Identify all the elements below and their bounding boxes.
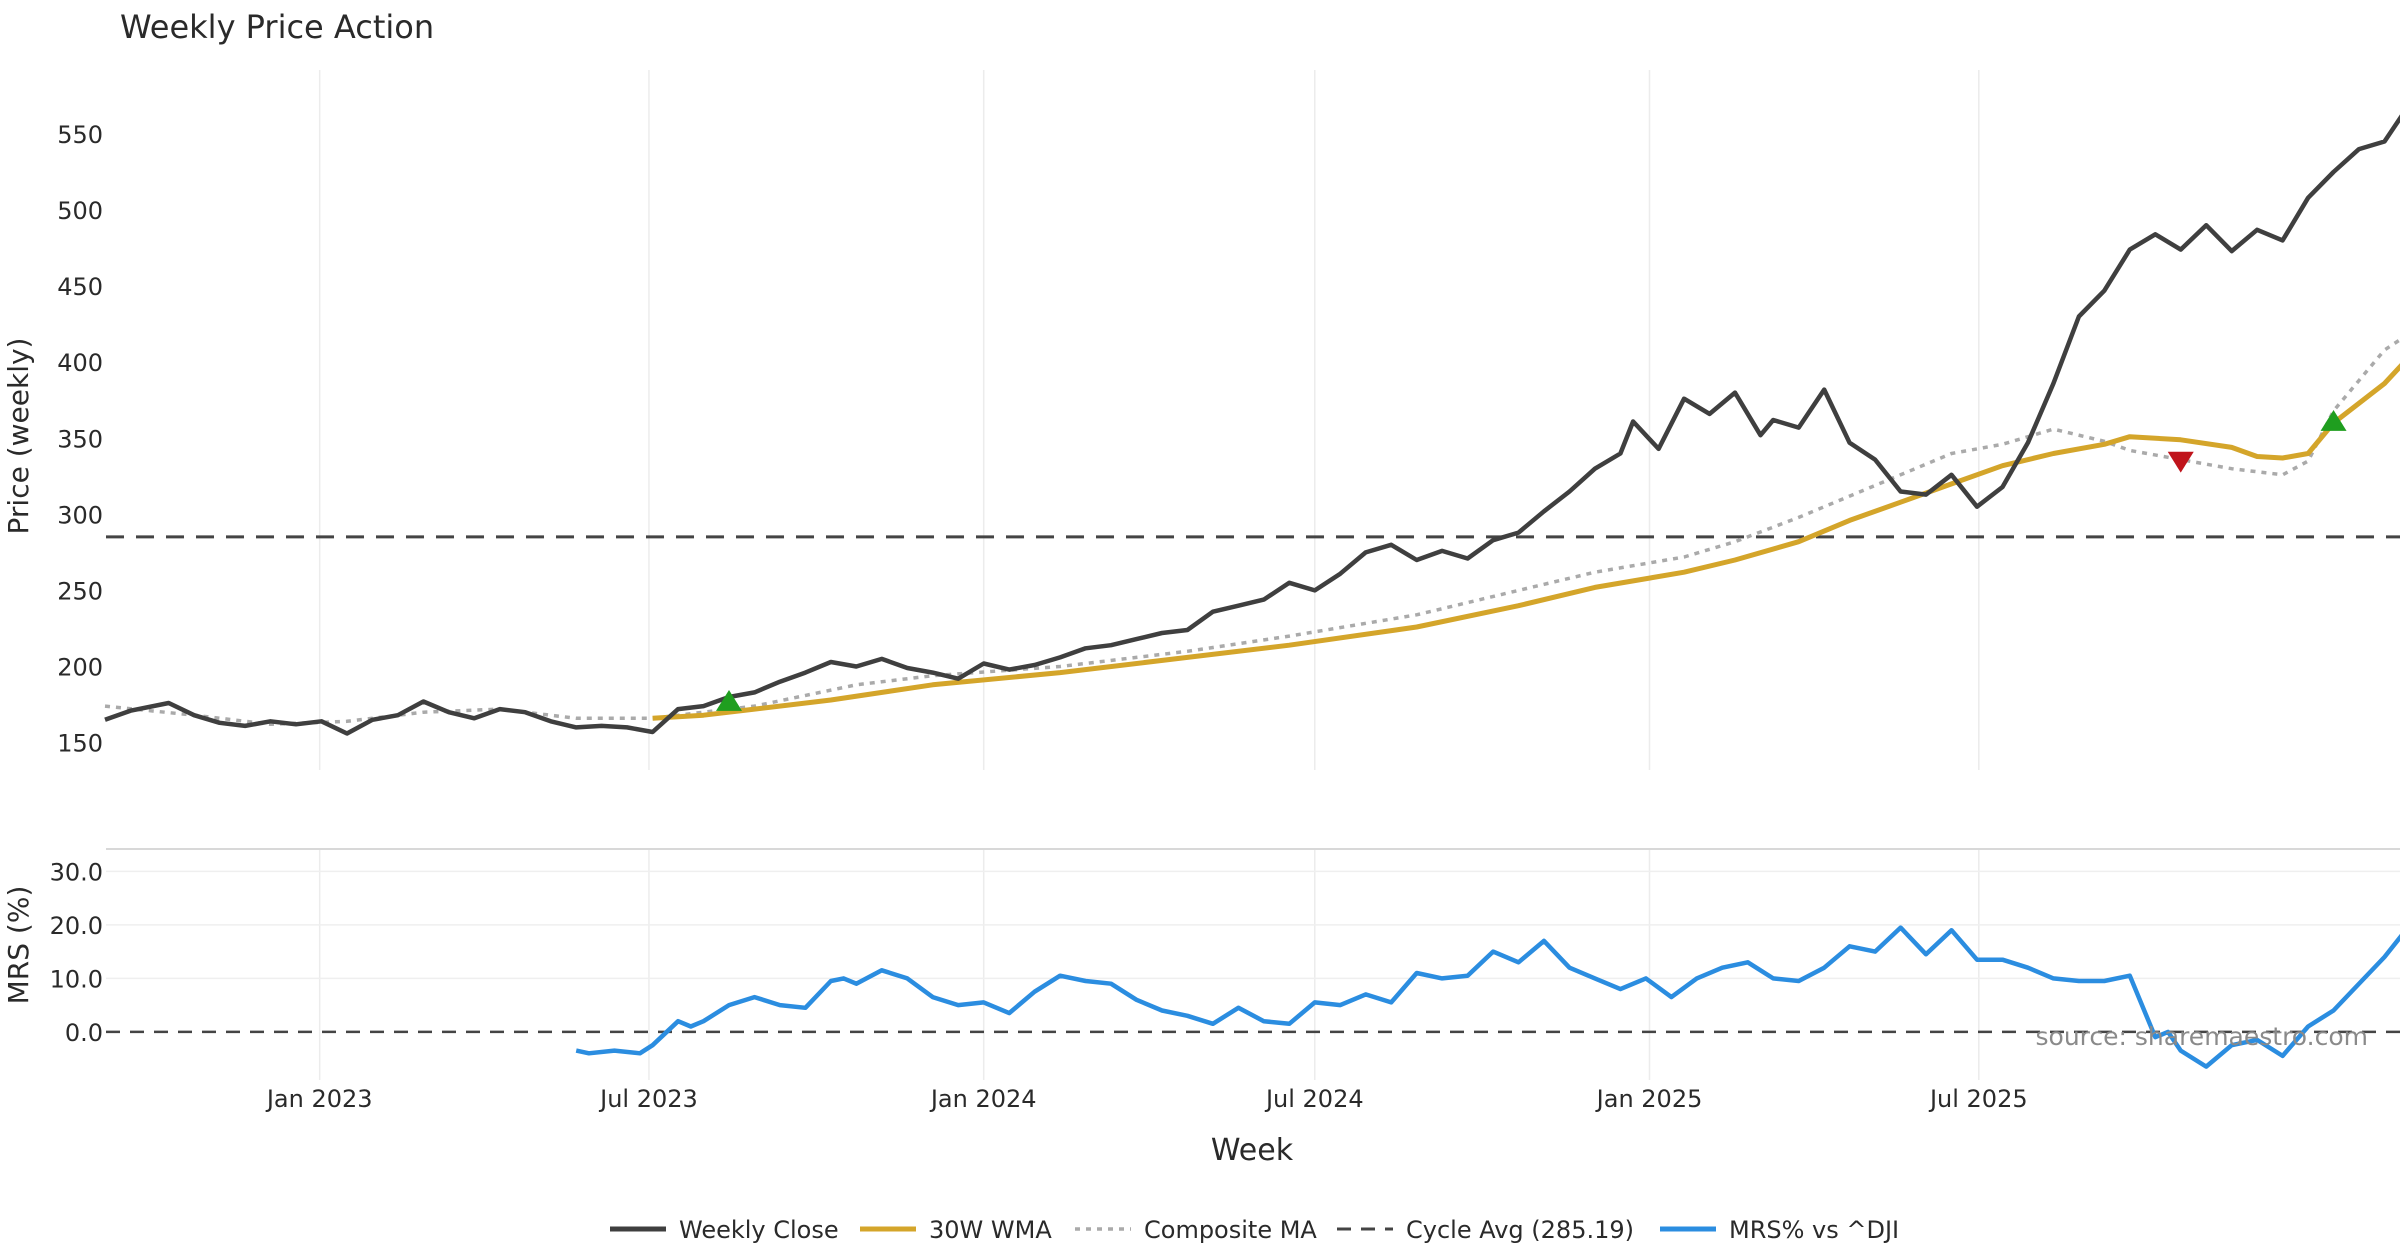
price-y-tick-label: 450 [57,273,103,301]
mrs-y-tick-label: 20.0 [50,912,103,940]
price-y-tick-label: 550 [57,121,103,149]
mrs-series [575,925,2400,1069]
mrs-line [575,925,2400,1069]
legend-label: MRS% vs ^DJI [1729,1216,1899,1244]
sell-signal-marker [2167,451,2194,473]
mrs-y-axis-label: MRS (%) [2,886,35,1005]
price-y-tick-label: 400 [57,349,103,377]
price-panel: 150 200 250 300 350 400 450 500 550 Price (weekl… [2,70,2400,770]
chart-title: Weekly Price Action [120,8,434,46]
price-y-tick-label: 200 [57,654,103,682]
price-y-axis-label: Price (weekly) [2,338,35,535]
mrs-gridlines [106,850,2400,1080]
legend: Weekly Close 30W WMA Composite MA Cycle Avg… [610,1216,1899,1244]
source-note: source: sharemaestro.com [2036,1022,2369,1051]
price-y-tick-label: 350 [57,425,103,453]
x-tick-label: Jul 2025 [1928,1085,2028,1113]
buy-signal-marker [715,690,742,711]
price-y-tick-label: 300 [57,501,103,529]
price-gridlines [318,70,1980,770]
price-y-axis: 150 200 250 300 350 400 450 500 550 [57,121,103,758]
mrs-y-tick-label: 10.0 [50,965,103,993]
legend-label: Composite MA [1144,1216,1317,1244]
x-tick-label: Jul 2024 [1264,1085,1364,1113]
x-tick-label: Jan 2024 [929,1085,1037,1113]
mrs-panel: 0.0 10.0 20.0 30.0 MRS (%) source: sharemae… [2,848,2400,1080]
buy-signal-marker [2320,410,2347,431]
composite-ma-line [104,337,2400,727]
x-axis: Jan 2023 Jul 2023 Jan 2024 Jul 2024 Jan 2025… [265,1085,2028,1113]
mrs-y-tick-label: 30.0 [50,858,103,886]
legend-label: Weekly Close [679,1216,839,1244]
mrs-y-axis: 0.0 10.0 20.0 30.0 [50,858,103,1046]
price-y-tick-label: 250 [57,577,103,605]
price-y-tick-label: 500 [57,197,103,225]
weekly-close-line [104,114,2400,736]
wma30-line [652,363,2400,721]
mrs-y-tick-label: 0.0 [65,1019,103,1047]
legend-label: Cycle Avg (285.19) [1406,1216,1634,1244]
x-tick-label: Jul 2023 [598,1085,698,1113]
x-tick-label: Jan 2025 [1595,1085,1703,1113]
price-series [104,114,2400,736]
price-y-tick-label: 150 [57,730,103,758]
x-axis-label: Week [1211,1133,1294,1168]
legend-label: 30W WMA [929,1216,1052,1244]
x-tick-label: Jan 2023 [265,1085,373,1113]
signal-markers [715,410,2347,711]
